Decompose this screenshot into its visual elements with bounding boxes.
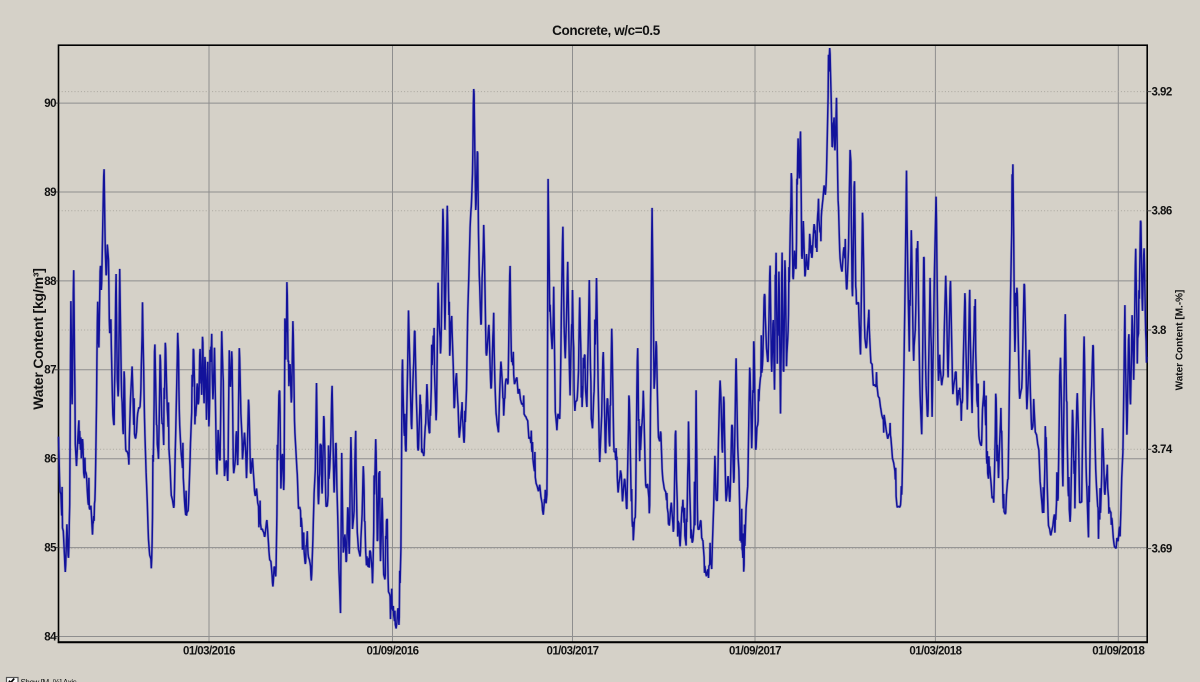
svg-text:Show [M.-%] Axis: Show [M.-%] Axis [21,678,77,682]
svg-text:85: 85 [44,543,57,555]
svg-text:Water Content [kg/m³]: Water Content [kg/m³] [30,268,46,410]
svg-text:Concrete, w/c=0.5: Concrete, w/c=0.5 [552,23,661,38]
svg-text:01/03/2017: 01/03/2017 [546,645,598,657]
svg-text:01/09/2016: 01/09/2016 [366,645,418,657]
svg-text:84: 84 [44,631,57,643]
svg-text:Water Content [M.-%]: Water Content [M.-%] [1175,290,1186,391]
svg-text:88: 88 [44,276,57,288]
svg-text:90: 90 [44,98,56,110]
svg-text:3.92: 3.92 [1152,87,1172,99]
svg-text:86: 86 [44,454,56,466]
svg-text:01/03/2016: 01/03/2016 [183,645,235,657]
svg-text:87: 87 [44,365,56,377]
svg-text:01/03/2018: 01/03/2018 [909,645,962,657]
svg-text:3.8: 3.8 [1152,325,1167,337]
svg-text:01/09/2017: 01/09/2017 [729,645,781,657]
svg-text:3.86: 3.86 [1152,206,1172,218]
svg-text:01/09/2018: 01/09/2018 [1092,645,1145,657]
svg-text:3.69: 3.69 [1152,544,1172,556]
svg-text:89: 89 [44,187,56,199]
svg-text:3.74: 3.74 [1152,444,1173,456]
